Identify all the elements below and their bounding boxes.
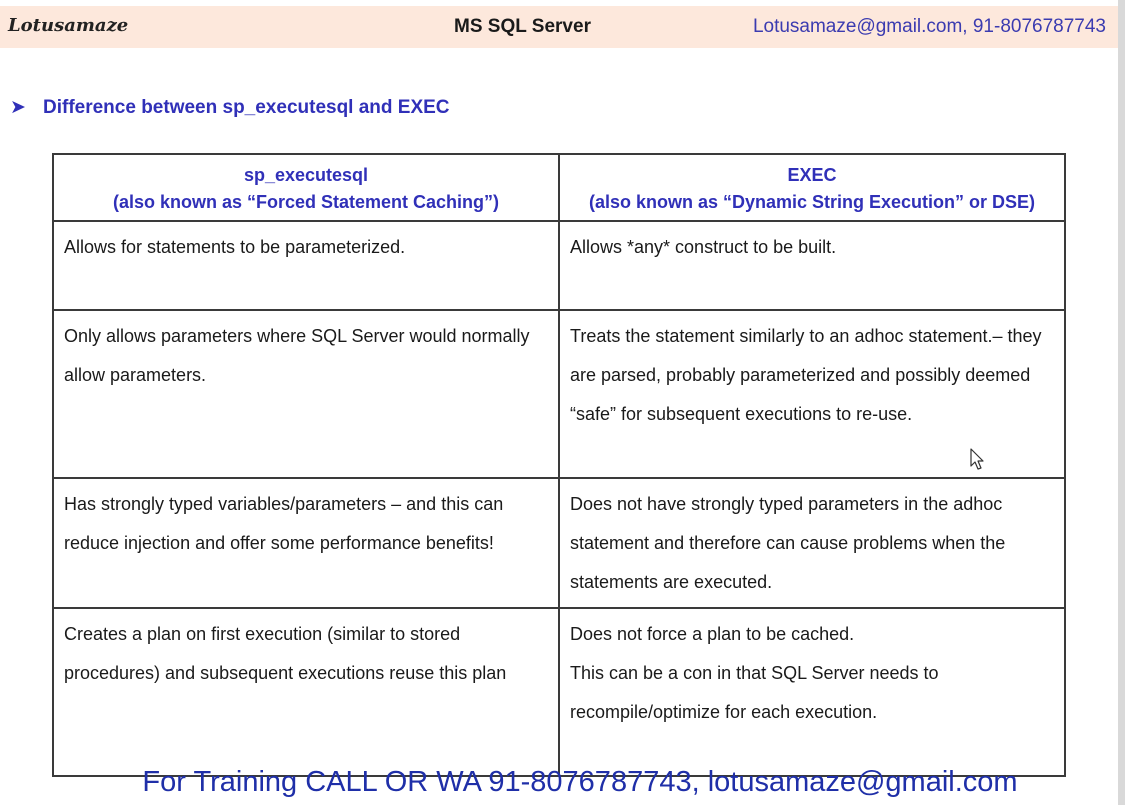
comparison-table: sp_executesql (also known as “Forced Sta…	[52, 153, 1066, 777]
arrow-bullet-icon: ➤	[10, 97, 26, 118]
table-header-row: sp_executesql (also known as “Forced Sta…	[52, 153, 1066, 222]
table-cell: Has strongly typed variables/parameters …	[52, 477, 560, 609]
table-row: Only allows parameters where SQL Server …	[52, 309, 1066, 479]
table-cell: Does not have strongly typed parameters …	[558, 477, 1066, 609]
mouse-cursor-icon	[970, 448, 984, 470]
header-cell-sp-executesql: sp_executesql (also known as “Forced Sta…	[52, 153, 560, 222]
table-cell: Does not force a plan to be cached. This…	[558, 607, 1066, 777]
header-title: EXEC	[787, 165, 837, 185]
table-row: Creates a plan on first execution (simil…	[52, 607, 1066, 777]
cell-text: Has strongly typed variables/parameters …	[64, 494, 504, 553]
brand-logo: Lotusamaze	[8, 15, 129, 36]
table-cell: Creates a plan on first execution (simil…	[52, 607, 560, 777]
header-subtitle: (also known as “Dynamic String Execution…	[588, 192, 1036, 212]
section-heading-text: Difference between sp_executesql and EXE…	[43, 97, 450, 118]
table-cell: Only allows parameters where SQL Server …	[52, 309, 560, 479]
slide-header: Lotusamaze MS SQL Server Lotusamaze@gmai…	[0, 6, 1118, 48]
table-cell: Allows *any* construct to be built.	[558, 220, 1066, 311]
table-row: Has strongly typed variables/parameters …	[52, 477, 1066, 609]
contact-info: Lotusamaze@gmail.com, 91-8076787743	[752, 16, 1106, 37]
table-cell: Allows for statements to be parameterize…	[52, 220, 560, 311]
cell-text: Does not have strongly typed parameters …	[570, 494, 1006, 592]
cell-text: Does not force a plan to be cached.	[570, 624, 855, 644]
section-heading: ➤ Difference between sp_executesql and EX…	[10, 96, 450, 119]
training-footer: For Training CALL OR WA 91-8076787743, l…	[142, 766, 1018, 798]
cell-text: Only allows parameters where SQL Server …	[64, 326, 530, 385]
header-title: sp_executesql	[243, 165, 369, 185]
slide-title: MS SQL Server	[454, 16, 591, 37]
window-edge	[1118, 0, 1125, 805]
table-cell: Treats the statement similarly to an adh…	[558, 309, 1066, 479]
table-row: Allows for statements to be parameterize…	[52, 220, 1066, 311]
cell-text: Treats the statement similarly to an adh…	[570, 326, 1042, 424]
cell-text: Allows *any* construct to be built.	[570, 237, 837, 257]
header-cell-exec: EXEC (also known as “Dynamic String Exec…	[558, 153, 1066, 222]
header-subtitle: (also known as “Forced Statement Caching…	[112, 192, 500, 212]
cell-text: Allows for statements to be parameterize…	[64, 237, 406, 257]
cell-text: Creates a plan on first execution (simil…	[64, 624, 507, 683]
cell-text: This can be a con in that SQL Server nee…	[570, 663, 939, 722]
